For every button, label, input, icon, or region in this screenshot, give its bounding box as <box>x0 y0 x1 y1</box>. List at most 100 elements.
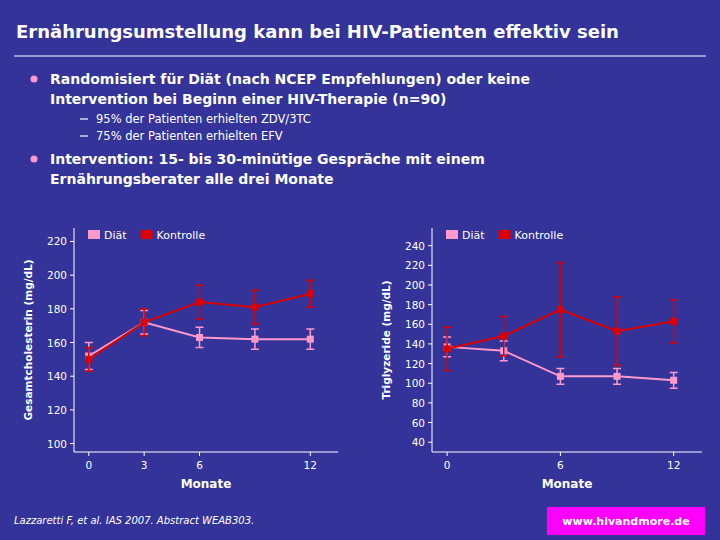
legend: DiätKontrolle <box>446 229 563 242</box>
y-tick <box>428 402 432 403</box>
bullet-text: Randomisiert für Diät (nach NCEP Empfehl… <box>50 71 530 87</box>
error-bar-path <box>613 368 621 384</box>
error-bar <box>556 262 564 356</box>
y-tick-label: 100 <box>405 377 425 389</box>
point <box>670 377 677 384</box>
title-rule <box>14 56 706 57</box>
x-tick <box>310 452 311 456</box>
y-tick-label: 180 <box>47 303 67 315</box>
sub-bullet-text: 95% der Patienten erhielten ZDV/3TC <box>96 112 311 126</box>
x-tick-label: 3 <box>141 459 148 471</box>
legend-swatch <box>141 230 153 239</box>
page: Ernährungsumstellung kann bei HIV-Patien… <box>0 0 720 540</box>
point <box>444 345 451 352</box>
x-tick <box>88 452 89 456</box>
x-tick <box>144 452 145 456</box>
error-bar-path <box>251 329 259 349</box>
y-axis-label: Triglyzeride (mg/dL) <box>380 280 392 399</box>
y-tick <box>70 443 74 444</box>
point <box>196 299 203 306</box>
x-tick-label: 0 <box>444 459 451 471</box>
title: Ernährungsumstellung kann bei HIV-Patien… <box>16 21 619 42</box>
plot-data <box>443 262 678 388</box>
y-tick-label: 180 <box>405 299 425 311</box>
y-tick <box>428 422 432 423</box>
error-bar <box>251 329 259 349</box>
sub-bullet-marker <box>80 135 88 136</box>
error-bar <box>670 372 678 388</box>
x-tick <box>673 452 674 456</box>
point <box>500 333 507 340</box>
error-bar <box>306 329 314 349</box>
legend-label: Diät <box>462 229 485 242</box>
series <box>85 280 315 371</box>
y-tick-label: 120 <box>405 358 425 370</box>
series <box>443 262 678 370</box>
y-axis-line <box>74 228 75 452</box>
y-axis-line <box>432 228 433 452</box>
error-bar <box>85 348 93 372</box>
x-axis-line <box>74 452 338 453</box>
y-tick <box>428 343 432 344</box>
point <box>307 290 314 297</box>
error-bar <box>251 290 259 324</box>
y-tick <box>428 284 432 285</box>
legend-swatch <box>88 230 100 239</box>
y-tick-label: 160 <box>405 318 425 330</box>
background <box>0 0 720 540</box>
y-tick-label: 200 <box>47 269 67 281</box>
bullet-marker <box>31 156 38 163</box>
legend-swatch <box>446 230 458 239</box>
footnote: Lazzaretti F, et al. IAS 2007. Abstract … <box>14 515 254 526</box>
y-tick <box>70 376 74 377</box>
error-bar-path <box>306 280 314 307</box>
series-line <box>89 294 311 360</box>
y-tick-label: 240 <box>405 240 425 252</box>
point <box>85 356 92 363</box>
error-bar-path <box>196 327 204 347</box>
plot-data <box>85 280 315 371</box>
error-bar-path <box>670 300 678 343</box>
error-bar <box>500 316 508 355</box>
point <box>141 319 148 326</box>
point <box>670 318 677 325</box>
x-tick-label: 6 <box>557 459 564 471</box>
y-tick <box>428 245 432 246</box>
x-tick <box>560 452 561 456</box>
error-bar-path <box>443 327 451 370</box>
y-tick <box>428 442 432 443</box>
point <box>557 373 564 380</box>
legend: DiätKontrolle <box>88 229 205 242</box>
y-tick-label: 140 <box>405 338 425 350</box>
website-badge <box>547 507 705 535</box>
x-tick <box>199 452 200 456</box>
error-bar-path <box>670 372 678 388</box>
y-tick <box>428 383 432 384</box>
y-tick-label: 80 <box>412 397 425 409</box>
point <box>251 304 258 311</box>
error-bar <box>196 327 204 347</box>
point <box>251 336 258 343</box>
sub-bullet-marker <box>80 118 88 119</box>
error-bar <box>556 368 564 384</box>
x-tick-label: 12 <box>304 459 317 471</box>
bullet-text: Intervention bei Beginn einer HIV-Therap… <box>50 91 446 107</box>
y-tick-label: 160 <box>47 337 67 349</box>
y-axis-label: Gesamtcholesterin (mg/dL) <box>22 259 34 420</box>
error-bar-path <box>306 329 314 349</box>
legend-label: Kontrolle <box>157 229 206 242</box>
error-bar <box>613 368 621 384</box>
y-tick-label: 100 <box>47 438 67 450</box>
error-bar-path <box>251 290 259 324</box>
x-tick-label: 12 <box>667 459 680 471</box>
x-tick-label: 6 <box>196 459 203 471</box>
y-tick <box>70 241 74 242</box>
x-axis-line <box>432 452 702 453</box>
point <box>614 373 621 380</box>
error-bar-path <box>613 297 621 366</box>
x-axis-label: Monate <box>542 477 593 491</box>
error-bar <box>443 327 451 370</box>
error-bar-path <box>556 368 564 384</box>
error-bar-path <box>556 262 564 356</box>
error-bar <box>613 297 621 366</box>
